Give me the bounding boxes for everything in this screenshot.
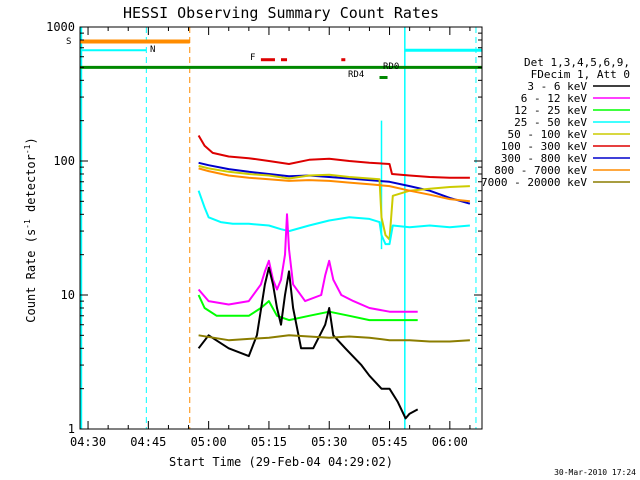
rd4-label: RD4 (348, 70, 364, 80)
flare-label: F (250, 53, 255, 63)
x-tick-label-3: 05:15 (251, 435, 287, 449)
y-axis-label-end: ) (24, 137, 38, 144)
x-tick-label-5: 05:45 (371, 435, 407, 449)
legend-label-3: 25 - 50 keV (514, 116, 587, 129)
legend-label-5: 100 - 300 keV (501, 140, 587, 153)
legend-label-0: 3 - 6 keV (527, 80, 587, 93)
y-tick-label-3: 1000 (46, 20, 75, 34)
saa-label: S (66, 37, 71, 47)
x-axis-label: Start Time (29-Feb-04 04:29:02) (169, 455, 393, 469)
y-tick-label-0: 1 (68, 422, 75, 436)
legend-label-4: 50 - 100 keV (508, 128, 588, 141)
y-axis-label-mid: detector (24, 154, 38, 219)
y-axis-ticks: 1 10 100 1000 (46, 20, 482, 436)
series-line-4 (197, 190, 470, 246)
series-line-3 (198, 167, 471, 203)
series-line-6 (197, 294, 418, 322)
rd0-label: RD0 (383, 62, 399, 72)
x-tick-label-2: 05:00 (191, 435, 227, 449)
chart-title: HESSI Observing Summary Count Rates (123, 4, 439, 22)
y-axis-label-sup2: -1 (23, 144, 32, 154)
x-tick-label-6: 06:00 (432, 435, 468, 449)
legend-header-2: FDecim 1, Att 0 (531, 68, 630, 81)
legend-header-1: Det 1,3,4,5,6,9, (524, 56, 630, 69)
legend-label-6: 300 - 800 keV (501, 152, 587, 165)
legend-label-7: 800 - 7000 keV (494, 164, 587, 177)
series-layer (197, 134, 471, 420)
legend-label-1: 6 - 12 keV (521, 92, 588, 105)
y-axis-label: Count Rate (s-1 detector-1) (23, 137, 38, 322)
series-line-0 (197, 134, 470, 179)
x-tick-label-4: 05:30 (311, 435, 347, 449)
x-tick-label-1: 04:45 (130, 435, 166, 449)
x-tick-label-0: 04:30 (70, 435, 106, 449)
legend: Det 1,3,4,5,6,9, FDecim 1, Att 0 3 - 6 k… (481, 56, 630, 189)
y-axis-label-main: Count Rate (s (24, 229, 38, 323)
night-label: N (150, 45, 155, 55)
y-tick-label-1: 10 (61, 288, 75, 302)
y-tick-label-2: 100 (53, 154, 75, 168)
footer-date: 30-Mar-2010 17:24 (554, 468, 636, 477)
legend-label-8: 7000 - 20000 keV (481, 176, 587, 189)
legend-label-2: 12 - 25 keV (514, 104, 587, 117)
x-axis-ticks: 04:30 04:45 05:00 05:15 05:30 05:45 06:00 (70, 27, 471, 449)
series-line-1 (198, 161, 471, 205)
y-axis-label-sup1: -1 (23, 219, 32, 229)
plot-content: S N F RD0 RD4 (66, 27, 482, 429)
series-line-7 (197, 266, 419, 420)
series-line-8 (198, 334, 470, 343)
time-interval-overlays: S N F RD0 RD4 (66, 27, 482, 429)
plot-frame (79, 26, 483, 430)
series-line-5 (197, 213, 418, 313)
